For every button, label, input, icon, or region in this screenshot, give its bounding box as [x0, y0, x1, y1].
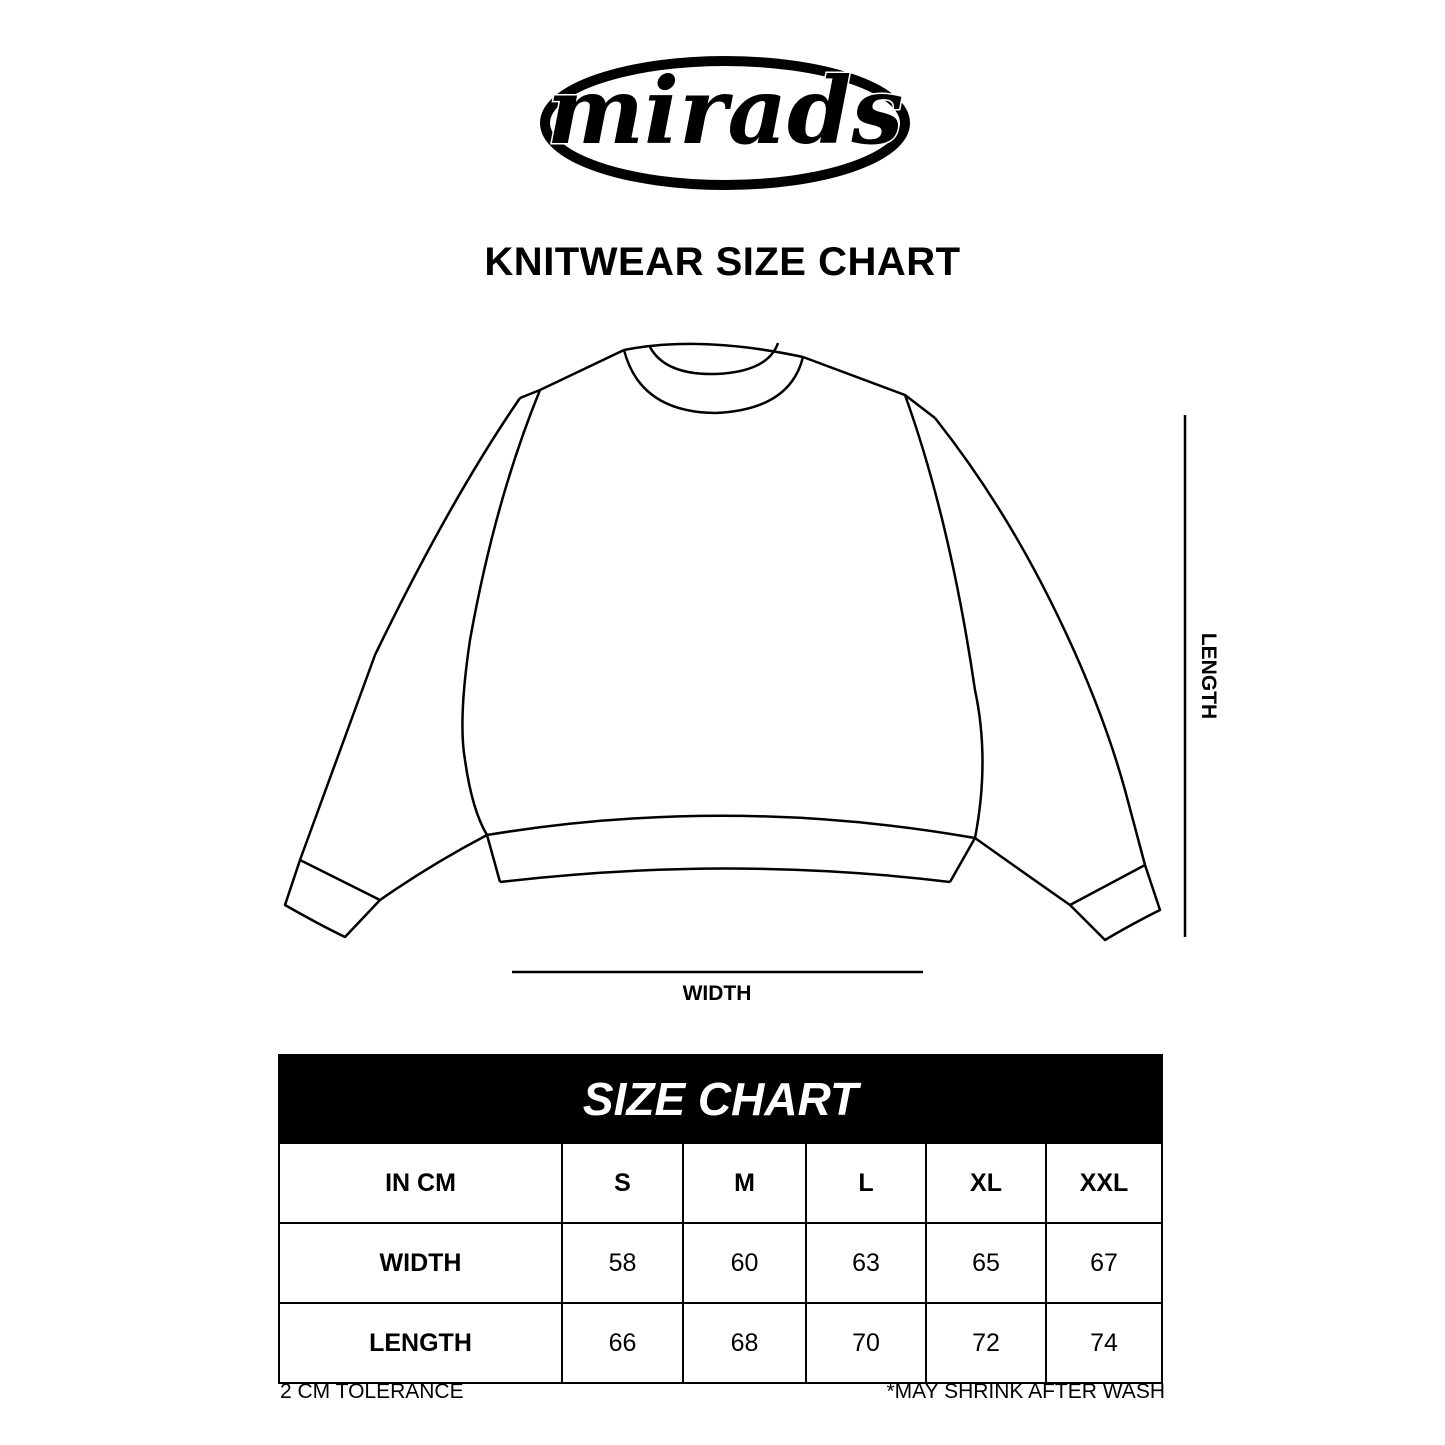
table-cell: 70 — [805, 1304, 925, 1382]
header-cell: L — [805, 1144, 925, 1222]
header-cell: M — [682, 1144, 805, 1222]
header-cell: IN CM — [385, 1168, 456, 1197]
table-cell: 66 — [561, 1304, 682, 1382]
row-label: WIDTH — [379, 1248, 462, 1277]
table-cell: 60 — [682, 1224, 805, 1302]
sweater-outline — [283, 342, 1162, 942]
table-header-row: IN CM S M L XL XXL — [280, 1142, 1161, 1222]
length-label: LENGTH — [1197, 632, 1220, 720]
table-cell: 72 — [925, 1304, 1045, 1382]
brand-logo: mirads — [540, 56, 910, 190]
table-row: LENGTH 66 68 70 72 74 — [280, 1302, 1161, 1382]
table-row: WIDTH 58 60 63 65 67 — [280, 1222, 1161, 1302]
page-title: KNITWEAR SIZE CHART — [484, 240, 961, 284]
size-table: SIZE CHART IN CM S M L XL XXL WIDTH 58 6… — [278, 1054, 1163, 1384]
size-table-title: SIZE CHART — [280, 1056, 1161, 1142]
shrink-note: *MAY SHRINK AFTER WASH — [886, 1380, 1166, 1403]
table-cell: 63 — [805, 1224, 925, 1302]
table-cell: 67 — [1045, 1224, 1161, 1302]
table-cell: 74 — [1045, 1304, 1161, 1382]
header-cell: S — [561, 1144, 682, 1222]
header-cell: XL — [925, 1144, 1045, 1222]
table-cell: 58 — [561, 1224, 682, 1302]
width-label: WIDTH — [682, 982, 752, 1005]
table-cell: 68 — [682, 1304, 805, 1382]
header-cell: XXL — [1045, 1144, 1161, 1222]
row-label: LENGTH — [369, 1328, 472, 1357]
svg-text:mirads: mirads — [547, 57, 904, 165]
table-cell: 65 — [925, 1224, 1045, 1302]
tolerance-note: 2 CM TOLERANCE — [280, 1380, 464, 1403]
